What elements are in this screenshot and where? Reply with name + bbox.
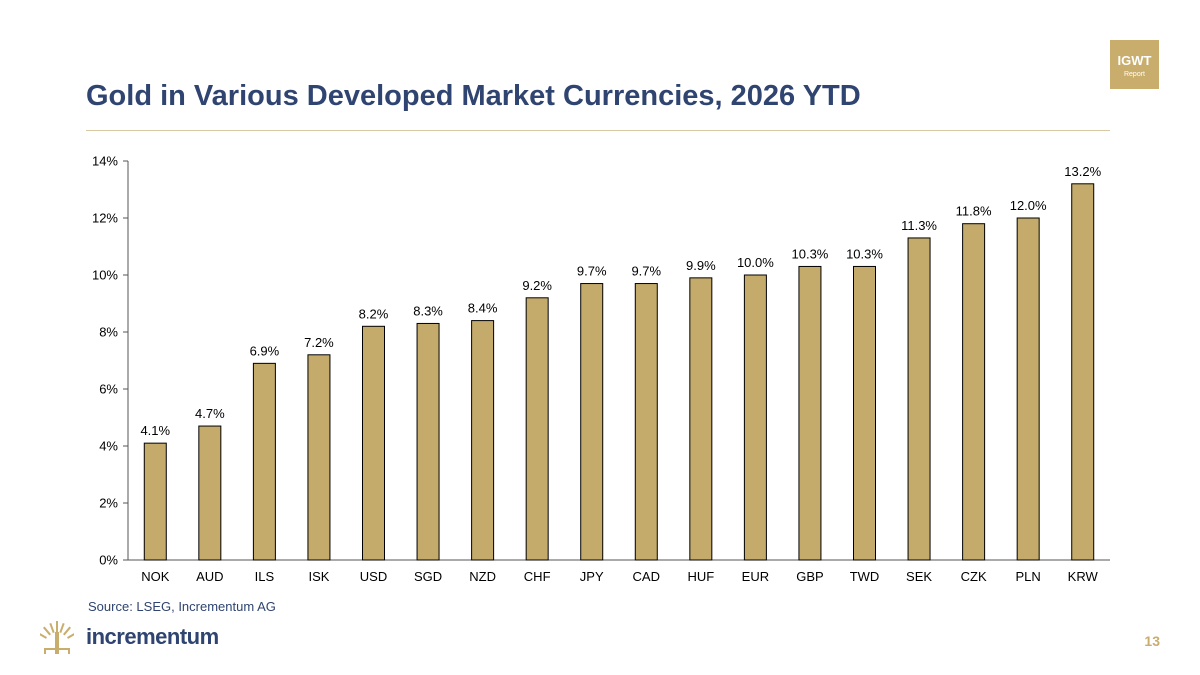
tree-logo-icon [40, 621, 74, 654]
data-label-nzd: 8.4% [468, 301, 498, 316]
x-tick-label-isk: ISK [308, 569, 329, 584]
badge-title: IGWT [1117, 53, 1152, 68]
x-tick-label-chf: CHF [524, 569, 551, 584]
data-label-gbp: 10.3% [792, 246, 829, 261]
y-tick-label: 12% [92, 211, 118, 226]
y-tick-label: 14% [92, 154, 118, 169]
bar-pln [1016, 217, 1040, 561]
y-tick-label: 2% [99, 496, 118, 511]
bar-gbp [798, 265, 822, 561]
bar-twd [853, 265, 876, 561]
data-label-twd: 10.3% [846, 246, 883, 261]
data-label-eur: 10.0% [737, 255, 774, 270]
bar-aud [198, 425, 222, 561]
bar-huf [689, 277, 713, 561]
x-tick-label-huf: HUF [687, 569, 714, 584]
x-tick-label-sek: SEK [906, 569, 932, 584]
data-label-huf: 9.9% [686, 258, 716, 273]
data-label-pln: 12.0% [1010, 198, 1047, 213]
brand-name: incrementum [86, 624, 219, 649]
x-tick-label-czk: CZK [961, 569, 987, 584]
bar-krw [1071, 183, 1095, 561]
y-tick-label: 6% [99, 382, 118, 397]
data-label-czk: 11.8% [956, 204, 992, 219]
badge-subtitle: Report [1123, 71, 1145, 78]
data-label-aud: 4.7% [195, 406, 225, 421]
bar-sek [907, 237, 931, 561]
y-tick-label: 8% [99, 325, 118, 340]
data-label-jpy: 9.7% [577, 264, 607, 279]
igwt-report-badge: IGWT Report [1110, 40, 1159, 89]
x-tick-label-nok: NOK [141, 569, 170, 584]
data-label-cad: 9.7% [631, 264, 661, 279]
bar-nok [143, 442, 167, 561]
incrementum-logo: incrementum [40, 620, 219, 654]
y-tick-label: 4% [99, 439, 118, 454]
data-label-sgd: 8.3% [413, 303, 443, 318]
source-note: Source: LSEG, Incrementum AG [88, 599, 276, 614]
data-label-ils: 6.9% [250, 343, 280, 358]
data-label-isk: 7.2% [304, 335, 334, 350]
data-label-krw: 13.2% [1064, 164, 1101, 179]
x-tick-label-eur: EUR [742, 569, 769, 584]
bar-czk [962, 223, 986, 561]
x-tick-label-twd: TWD [850, 569, 880, 584]
bar-eur [743, 274, 767, 561]
page-number: 13 [1144, 633, 1160, 649]
x-tick-label-jpy: JPY [580, 569, 604, 584]
x-tick-label-usd: USD [360, 569, 387, 584]
x-tick-label-krw: KRW [1068, 569, 1099, 584]
bar-cad [634, 283, 658, 561]
title-divider [86, 130, 1110, 131]
bar-chf [525, 297, 549, 561]
bar-usd [362, 325, 385, 561]
x-tick-label-nzd: NZD [469, 569, 496, 584]
data-label-nok: 4.1% [140, 423, 170, 438]
bar-ils [252, 362, 276, 561]
x-tick-label-aud: AUD [196, 569, 223, 584]
x-tick-label-sgd: SGD [414, 569, 442, 584]
bar-nzd [471, 320, 495, 561]
x-tick-label-ils: ILS [255, 569, 275, 584]
x-tick-label-pln: PLN [1016, 569, 1041, 584]
bar-isk [307, 354, 331, 561]
x-tick-label-cad: CAD [633, 569, 660, 584]
y-tick-label: 0% [99, 553, 118, 568]
data-label-sek: 11.3% [901, 218, 937, 233]
data-label-usd: 8.2% [359, 306, 389, 321]
page-title: Gold in Various Developed Market Currenc… [86, 80, 861, 112]
x-tick-label-gbp: GBP [796, 569, 823, 584]
bar-jpy [580, 283, 604, 561]
data-label-chf: 9.2% [522, 278, 552, 293]
y-tick-label: 10% [92, 268, 118, 283]
bar-sgd [416, 322, 440, 561]
